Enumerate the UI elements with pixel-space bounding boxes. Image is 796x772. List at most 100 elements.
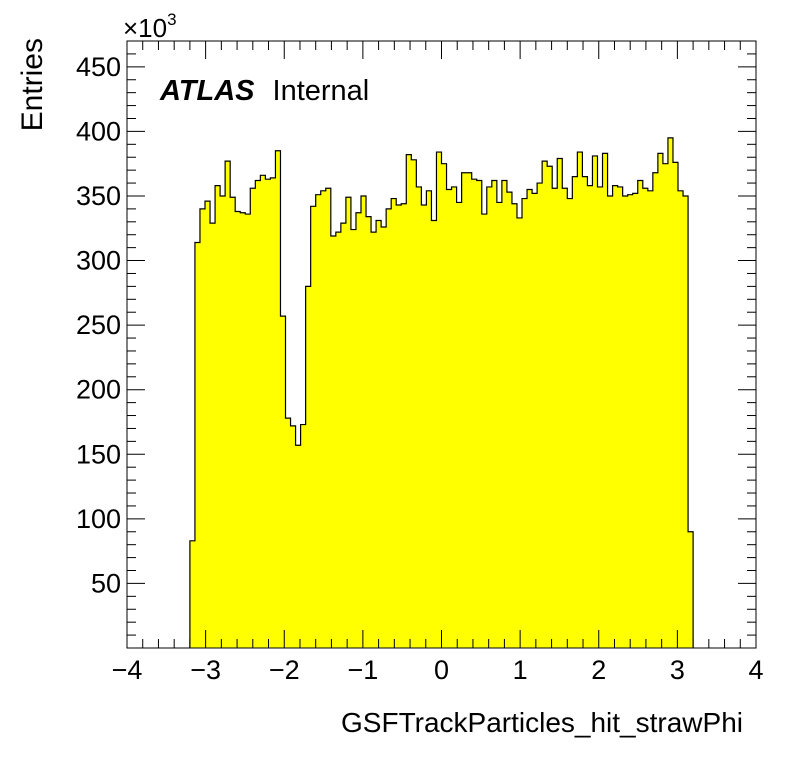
histogram-bin [537, 183, 543, 648]
x-tick-label: 4 [748, 655, 763, 685]
histogram-bin [220, 195, 226, 649]
histogram-bin [501, 180, 508, 649]
y-tick-label: 200 [76, 375, 121, 405]
histogram-bin [275, 150, 281, 648]
x-tick-label: −1 [347, 655, 378, 685]
histogram-bin [411, 159, 417, 648]
y-tick-label: 150 [76, 439, 121, 469]
histogram-bin [366, 216, 372, 648]
histogram-bin [572, 176, 578, 649]
y-tick-label: 300 [76, 246, 121, 276]
histogram-bin [265, 179, 271, 648]
x-tick-label: 0 [434, 655, 449, 685]
histogram-bin [300, 424, 307, 648]
atlas-annotation: ATLAS Internal [159, 75, 369, 107]
histogram-bin [386, 208, 392, 648]
histogram-bin [350, 229, 357, 648]
histogram-bin [391, 198, 397, 648]
x-tick-label: −4 [112, 655, 143, 685]
histogram-bin [567, 198, 573, 648]
y-multiplier-exponent: 3 [167, 10, 176, 29]
histogram-bin [486, 186, 493, 648]
histogram-bin [532, 193, 538, 648]
histogram-bin [189, 540, 196, 648]
histogram-bin [376, 220, 382, 648]
histogram-bin [662, 163, 669, 648]
histogram-bin [597, 186, 603, 648]
histogram-bin [652, 172, 659, 649]
histogram-bin [315, 194, 322, 648]
y-tick-label: 350 [76, 181, 121, 211]
histogram-bin [421, 205, 427, 648]
x-tick-label: −3 [190, 655, 221, 685]
histogram-bin [622, 195, 629, 649]
histogram-bin [491, 180, 498, 649]
histogram-bin [320, 190, 327, 648]
histogram-bin [345, 197, 352, 648]
histogram-bin [295, 445, 301, 648]
histogram-bin [215, 185, 221, 648]
histogram-bin [582, 176, 588, 649]
histogram-bin [340, 223, 347, 648]
histogram-outline [189, 137, 694, 648]
histogram-bin [506, 192, 513, 648]
histogram-bin [647, 190, 654, 648]
axis-ticks [126, 40, 757, 648]
histogram-bin [305, 286, 312, 648]
histogram-bin [446, 189, 452, 648]
histogram-bin [360, 195, 367, 649]
histogram-bin [396, 205, 402, 648]
histogram-bin [471, 179, 478, 648]
histogram-bin [562, 188, 568, 649]
histogram-bin [552, 188, 558, 649]
histogram-bin [250, 188, 256, 649]
histogram-bin [330, 236, 337, 648]
y-tick-label: 100 [76, 504, 121, 534]
y-tick-label: 450 [76, 52, 121, 82]
histogram-bin [335, 232, 342, 648]
histogram-bin [194, 242, 201, 648]
histogram-bin [436, 152, 442, 648]
histogram-bin [240, 212, 246, 648]
y-axis-label: Entries [16, 38, 49, 131]
y-tick-label: 250 [76, 310, 121, 340]
histogram-bin [476, 180, 483, 649]
histogram-bin [456, 202, 463, 648]
histogram-bin [310, 206, 317, 648]
y-multiplier-base: ×10 [123, 13, 167, 43]
histogram-bin [230, 197, 236, 648]
histogram-bin [577, 152, 583, 648]
histogram-bin [547, 166, 553, 648]
histogram-bin [522, 198, 528, 648]
histogram-bin [381, 226, 387, 648]
x-tick-label: 3 [670, 655, 685, 685]
histogram-bin [642, 188, 649, 649]
x-tick-label: 1 [513, 655, 528, 685]
histogram-bin [245, 214, 251, 648]
histogram-bars [189, 137, 694, 649]
histogram-bin [627, 194, 634, 648]
histogram-bin [632, 193, 639, 648]
histogram-bin [612, 185, 619, 648]
histogram-bin [290, 425, 296, 648]
histogram-bin [401, 203, 407, 649]
histogram-bin [542, 161, 548, 649]
histogram-bin [280, 316, 286, 648]
x-tick-label: −2 [269, 655, 300, 685]
histogram-bin [557, 158, 563, 648]
histogram-bin [481, 214, 488, 648]
histogram-bin [270, 177, 276, 648]
histogram-bin [255, 180, 261, 649]
histogram-bin [441, 163, 447, 648]
histogram-bin [416, 186, 422, 648]
histogram-bin [406, 154, 412, 648]
histogram-bin [496, 202, 503, 648]
histogram-bin [688, 531, 694, 648]
y-tick-label: 400 [76, 116, 121, 146]
y-axis-multiplier: ×103 [123, 10, 177, 43]
atlas-label: ATLAS [159, 75, 255, 107]
histogram-bin [205, 201, 211, 648]
histogram-bin [451, 186, 457, 648]
